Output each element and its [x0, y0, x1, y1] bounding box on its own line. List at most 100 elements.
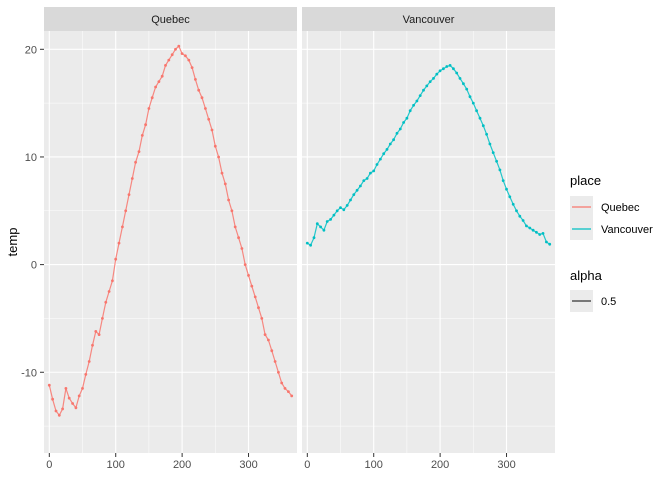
data-point — [253, 295, 257, 299]
facet-quebec: Quebec — [44, 7, 297, 453]
data-point — [339, 206, 342, 210]
y-tick-label: 20 — [25, 44, 37, 56]
data-point — [481, 124, 485, 128]
series-vancouver — [305, 64, 552, 247]
data-point — [475, 109, 478, 113]
data-point — [525, 224, 528, 228]
strip-background-vancouver — [302, 7, 555, 31]
strip-label-vancouver: Vancouver — [403, 14, 455, 26]
data-point — [257, 306, 260, 310]
data-point — [312, 236, 316, 240]
x-axis-quebec: 0 100 200 300 — [46, 453, 258, 471]
data-point — [335, 209, 339, 213]
data-point — [405, 116, 409, 120]
panel-background-vancouver — [302, 31, 555, 453]
data-point — [305, 241, 309, 245]
x-tick-label: 200 — [431, 459, 449, 471]
data-point — [352, 193, 356, 197]
data-point — [223, 182, 227, 186]
data-point — [362, 179, 366, 183]
data-point — [342, 208, 346, 212]
data-point — [319, 225, 322, 229]
data-point — [180, 52, 184, 55]
data-point — [74, 406, 78, 410]
y-tick-label: 0 — [31, 260, 37, 272]
data-point — [200, 96, 204, 100]
data-point — [101, 317, 104, 320]
data-point — [548, 242, 552, 246]
data-point — [207, 117, 211, 121]
series-line-quebec — [48, 45, 293, 417]
data-point — [247, 274, 250, 277]
data-point — [184, 54, 187, 58]
data-point — [315, 222, 319, 226]
y-axis-title: temp — [5, 228, 20, 257]
data-point — [121, 225, 124, 229]
data-point — [280, 381, 284, 385]
data-point — [498, 168, 502, 172]
data-point — [64, 387, 68, 390]
data-point — [505, 187, 508, 191]
data-point — [501, 179, 505, 183]
data-point — [197, 88, 201, 92]
data-point — [134, 160, 138, 164]
data-point — [462, 82, 465, 86]
y-axis: -10 0 10 20 — [21, 44, 44, 379]
data-point — [388, 142, 392, 146]
x-tick-label: 0 — [46, 459, 52, 471]
data-point — [448, 64, 452, 67]
y-tick-label: -10 — [21, 367, 37, 379]
data-point — [87, 360, 91, 363]
data-point — [124, 209, 128, 213]
data-point — [277, 370, 280, 374]
data-point — [458, 77, 462, 80]
data-point — [511, 202, 515, 206]
data-point — [412, 103, 415, 107]
data-point — [369, 171, 372, 175]
data-point — [67, 396, 71, 400]
data-point — [485, 132, 488, 136]
data-point — [287, 390, 290, 393]
x-tick-label: 200 — [173, 459, 191, 471]
data-point — [478, 116, 482, 120]
data-point — [154, 85, 158, 89]
legend-label-alpha: 0.5 — [601, 296, 616, 308]
data-point — [263, 333, 267, 336]
x-axis-vancouver: 0 100 200 300 — [304, 453, 516, 471]
data-point — [518, 214, 522, 218]
data-point — [349, 198, 352, 202]
data-point — [425, 84, 429, 88]
data-point — [51, 397, 54, 401]
data-point — [127, 193, 131, 197]
data-point — [322, 228, 326, 232]
data-point — [435, 72, 439, 76]
data-point — [468, 95, 472, 99]
data-point — [190, 66, 194, 69]
data-point — [535, 230, 538, 234]
data-point — [422, 88, 425, 92]
data-point — [227, 198, 231, 202]
data-point — [237, 236, 241, 240]
data-point — [233, 225, 237, 229]
data-point — [177, 44, 181, 48]
gridlines-vancouver — [302, 31, 555, 453]
data-point — [230, 209, 234, 213]
data-point — [382, 152, 386, 156]
data-point — [84, 373, 88, 376]
data-point — [174, 47, 177, 51]
data-point — [545, 240, 548, 244]
data-point — [104, 300, 108, 304]
data-point — [452, 67, 455, 71]
data-point — [187, 58, 191, 62]
data-point — [270, 349, 274, 353]
data-point — [250, 284, 254, 288]
data-point — [267, 338, 270, 342]
data-point — [167, 58, 171, 62]
data-point — [91, 343, 94, 347]
x-tick-label: 300 — [497, 459, 515, 471]
data-point — [81, 387, 84, 390]
data-point — [365, 177, 369, 180]
strip-background-quebec — [44, 7, 297, 31]
data-point — [455, 71, 459, 75]
data-point — [130, 177, 134, 180]
